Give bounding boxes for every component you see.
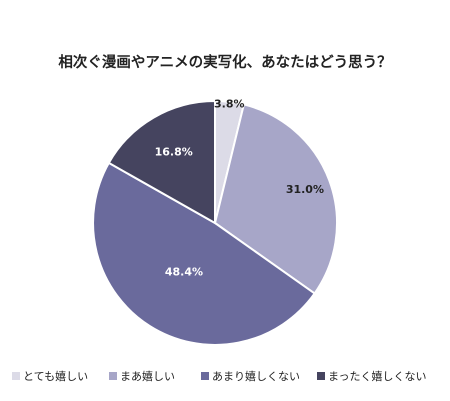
legend-label: まったく嬉しくない xyxy=(328,370,427,383)
legend-label: とても嬉しい xyxy=(23,370,89,383)
pie-slice-3 xyxy=(92,161,316,346)
legend-item-3: あまり嬉しくない xyxy=(201,366,300,386)
slice-label-4: 16.8% xyxy=(155,146,193,159)
chart-legend: とても嬉しい まあ嬉しい あまり嬉しくない まったく嬉しくない xyxy=(0,366,450,386)
legend-swatch xyxy=(109,372,117,380)
slice-label-1: 3.8% xyxy=(214,97,245,110)
chart-title: 相次ぐ漫画やアニメの実写化、あなたはどう思う？ xyxy=(58,55,392,71)
pie-slice-2 xyxy=(213,103,338,295)
legend-swatch xyxy=(201,372,209,380)
pie-slices xyxy=(92,99,338,346)
pie-slice-labels: 3.8% 31.0% 48.4% 16.8% xyxy=(155,97,324,278)
legend-swatch xyxy=(317,372,325,380)
legend-item-2: まあ嬉しい xyxy=(109,366,175,386)
legend-label: あまり嬉しくない xyxy=(212,370,300,383)
slice-label-2: 31.0% xyxy=(286,183,324,196)
legend-swatch xyxy=(12,372,20,380)
legend-label: まあ嬉しい xyxy=(120,370,175,383)
slice-label-3: 48.4% xyxy=(165,265,203,278)
pie-slice-4 xyxy=(107,99,216,225)
legend-item-1: とても嬉しい xyxy=(12,366,88,386)
legend-item-4: まったく嬉しくない xyxy=(317,366,427,386)
